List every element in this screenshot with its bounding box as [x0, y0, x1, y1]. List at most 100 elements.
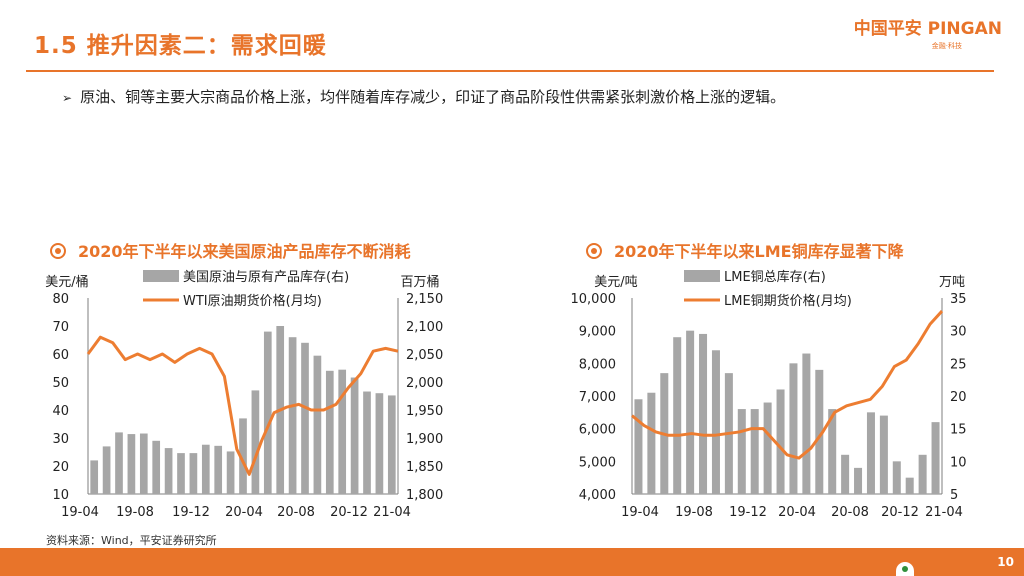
bar — [763, 402, 772, 494]
bar — [338, 369, 347, 494]
bar — [127, 434, 136, 494]
x-tick-label: 19-04 — [621, 505, 659, 520]
left-tick-label: 9,000 — [579, 325, 616, 340]
bar — [699, 333, 708, 494]
bar — [313, 355, 322, 494]
bar — [189, 453, 198, 494]
left-axis-unit: 美元/桶 — [45, 275, 88, 290]
right-tick-label: 2,100 — [406, 320, 443, 335]
bar — [815, 369, 824, 494]
bar — [802, 353, 811, 494]
x-tick-label: 20-04 — [225, 505, 263, 520]
right-tick-label: 20 — [950, 390, 967, 405]
bar — [251, 390, 260, 494]
right-tick-label: 1,800 — [406, 488, 443, 503]
target-circle-icon — [586, 243, 602, 259]
bullet-point: ➢ 原油、铜等主要大宗商品价格上涨，均伴随着库存减少，印证了商品阶段性供需紧张刺激… — [62, 86, 785, 107]
right-tick-label: 25 — [950, 357, 967, 372]
title-divider — [26, 70, 994, 72]
bar — [325, 370, 334, 494]
x-tick-label: 19-04 — [61, 505, 99, 520]
bar — [711, 350, 720, 494]
footer-bar — [0, 548, 1024, 576]
x-tick-label: 19-12 — [172, 505, 210, 520]
bar — [139, 433, 148, 494]
chart-title-copper: 2020年下半年以来LME铜库存显著下降 — [586, 238, 904, 262]
right-tick-label: 2,150 — [406, 292, 443, 307]
x-tick-label: 21-04 — [925, 505, 963, 520]
chart-title-oil: 2020年下半年以来美国原油产品库存不断消耗 — [50, 238, 411, 262]
bar — [387, 395, 396, 494]
left-tick-label: 50 — [52, 376, 69, 391]
bar — [201, 444, 210, 494]
bar — [375, 393, 384, 494]
logo-tagline: 金融·科技 — [931, 42, 962, 50]
copper-inventory-chart: 4,000 5,000 6,000 7,000 8,000 9,000 10,000 5 10 1… — [571, 269, 967, 520]
right-tick-label: 35 — [950, 292, 967, 307]
bar — [854, 467, 863, 494]
x-tick-label: 20-12 — [330, 505, 368, 520]
left-tick-label: 70 — [52, 320, 69, 335]
house-icon — [896, 562, 914, 576]
bar — [634, 399, 643, 494]
bar — [90, 460, 99, 494]
right-tick-label: 30 — [950, 325, 967, 340]
bar — [363, 391, 371, 494]
bar — [737, 409, 746, 494]
left-tick-label: 10 — [52, 488, 69, 503]
left-tick-label: 30 — [52, 432, 69, 447]
bar — [905, 477, 914, 494]
bar — [164, 448, 173, 494]
legend-label-bar: 美国原油与原有产品库存(右) — [183, 269, 349, 285]
price-line — [86, 335, 399, 476]
legend-label-bar: LME铜总库存(右) — [724, 269, 826, 285]
bar — [750, 409, 759, 494]
left-tick-label: 20 — [52, 460, 69, 475]
legend-swatch-bar — [143, 270, 179, 282]
right-axis-unit: 万吨 — [939, 275, 965, 290]
left-tick-label: 10,000 — [571, 292, 617, 307]
bar — [879, 415, 888, 494]
bar — [177, 453, 185, 494]
bar — [239, 418, 247, 494]
price-line — [631, 310, 944, 460]
x-tick-label: 21-04 — [373, 505, 411, 520]
bar — [686, 330, 695, 494]
bar — [892, 461, 901, 494]
x-tick-label: 20-12 — [881, 505, 919, 520]
left-tick-label: 40 — [52, 404, 69, 419]
left-tick-label: 8,000 — [579, 357, 616, 372]
x-tick-label: 19-08 — [116, 505, 154, 520]
bar — [214, 445, 223, 494]
x-tick-label: 20-04 — [778, 505, 816, 520]
bar — [263, 331, 272, 494]
x-tick-label: 19-08 — [675, 505, 713, 520]
bar — [115, 432, 123, 494]
right-tick-label: 2,000 — [406, 376, 443, 391]
bar — [350, 377, 359, 494]
left-tick-label: 6,000 — [579, 423, 616, 438]
x-tick-label: 20-08 — [831, 505, 869, 520]
right-tick-label: 2,050 — [406, 348, 443, 363]
legend-swatch-bar — [684, 270, 720, 282]
right-tick-label: 1,950 — [406, 404, 443, 419]
bar — [301, 342, 309, 494]
right-tick-label: 1,900 — [406, 432, 443, 447]
x-tick-label: 20-08 — [277, 505, 315, 520]
bar — [152, 440, 161, 494]
source-note: 资料来源：Wind，平安证券研究所 — [46, 534, 217, 547]
bar — [776, 389, 785, 494]
legend-label-line: LME铜期货价格(月均) — [724, 293, 852, 309]
target-circle-icon — [50, 243, 66, 259]
right-tick-label: 15 — [950, 423, 967, 438]
right-tick-label: 10 — [950, 455, 967, 470]
right-axis-unit: 百万桶 — [400, 275, 439, 290]
left-tick-label: 4,000 — [579, 488, 616, 503]
bar — [828, 409, 837, 494]
bar — [841, 454, 850, 494]
bar — [918, 454, 927, 494]
bullet-text: 原油、铜等主要大宗商品价格上涨，均伴随着库存减少，印证了商品阶段性供需紧张刺激价… — [80, 88, 786, 106]
bar — [288, 337, 297, 494]
bar — [647, 392, 656, 494]
legend-label-line: WTI原油期货价格(月均) — [183, 293, 322, 309]
